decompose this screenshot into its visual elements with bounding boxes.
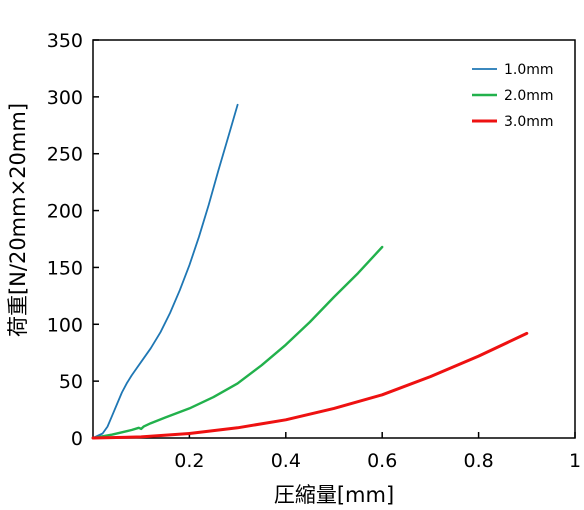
y-tick-label: 50 xyxy=(59,371,83,393)
x-axis-ticks: 0.2 0.4 0.6 0.8 1 xyxy=(174,432,581,472)
x-tick-label: 0.6 xyxy=(367,450,397,472)
y-tick-label: 300 xyxy=(47,87,83,109)
series-line-1 xyxy=(92,103,239,439)
y-tick-label: 0 xyxy=(71,428,83,450)
y-axis-ticks: 0 50 100 150 200 250 300 350 xyxy=(47,30,99,450)
y-tick-label: 100 xyxy=(47,314,83,336)
legend: 1.0mm 2.0mm 3.0mm xyxy=(472,62,554,130)
y-axis-title: 荷重[N/20mm×20mm] xyxy=(6,103,30,337)
legend-label: 3.0mm xyxy=(504,114,554,130)
x-tick-label: 0.4 xyxy=(271,450,301,472)
y-tick-label: 150 xyxy=(47,257,83,279)
series-line-3 xyxy=(91,331,529,440)
y-tick-label: 200 xyxy=(47,201,83,223)
x-tick-label: 0.8 xyxy=(463,450,493,472)
legend-label: 1.0mm xyxy=(504,62,554,78)
x-axis-title: 圧縮量[mm] xyxy=(274,483,394,507)
legend-label: 2.0mm xyxy=(504,88,554,104)
x-tick-label: 0.2 xyxy=(174,450,204,472)
y-tick-label: 250 xyxy=(47,144,83,166)
series-line-2 xyxy=(91,245,384,440)
x-tick-label: 1 xyxy=(569,450,581,472)
series-lines xyxy=(91,103,529,440)
plot-frame xyxy=(92,39,576,439)
y-tick-label: 350 xyxy=(47,30,83,52)
